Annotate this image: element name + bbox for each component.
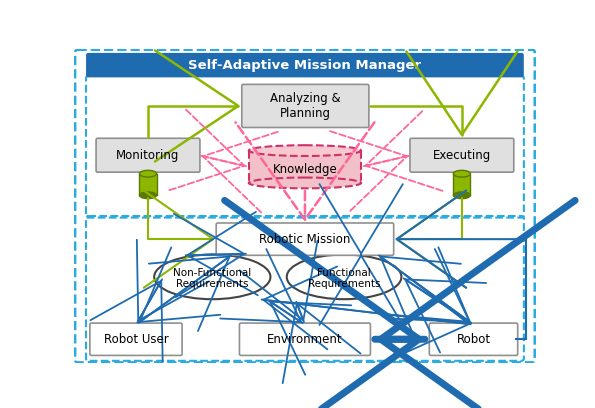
Ellipse shape bbox=[287, 255, 402, 299]
Bar bbox=[249, 151, 361, 183]
Text: Robot User: Robot User bbox=[104, 333, 168, 346]
FancyBboxPatch shape bbox=[90, 323, 182, 355]
Text: Executing: Executing bbox=[433, 149, 491, 162]
Ellipse shape bbox=[154, 255, 271, 299]
Text: Robotic Mission: Robotic Mission bbox=[259, 233, 350, 246]
FancyBboxPatch shape bbox=[239, 323, 371, 355]
Text: Functional
Requirements: Functional Requirements bbox=[308, 268, 380, 289]
FancyBboxPatch shape bbox=[410, 138, 514, 172]
Text: Knowledge: Knowledge bbox=[273, 163, 337, 176]
Ellipse shape bbox=[249, 177, 361, 188]
Ellipse shape bbox=[249, 145, 361, 156]
Ellipse shape bbox=[453, 170, 471, 177]
FancyBboxPatch shape bbox=[216, 223, 394, 255]
Bar bbox=[453, 174, 471, 195]
FancyBboxPatch shape bbox=[430, 323, 518, 355]
Text: Environment: Environment bbox=[267, 333, 343, 346]
Ellipse shape bbox=[139, 170, 156, 177]
FancyBboxPatch shape bbox=[242, 84, 369, 127]
Text: Monitoring: Monitoring bbox=[116, 149, 180, 162]
Bar bbox=[139, 174, 156, 195]
Text: Analyzing &
Planning: Analyzing & Planning bbox=[270, 92, 341, 120]
FancyBboxPatch shape bbox=[87, 53, 523, 77]
FancyBboxPatch shape bbox=[96, 138, 200, 172]
Text: Self-Adaptive Mission Manager: Self-Adaptive Mission Manager bbox=[188, 59, 421, 72]
Ellipse shape bbox=[453, 192, 471, 199]
Text: Non-Functional
Requirements: Non-Functional Requirements bbox=[173, 268, 252, 289]
Ellipse shape bbox=[139, 192, 156, 199]
Text: Robot: Robot bbox=[456, 333, 490, 346]
